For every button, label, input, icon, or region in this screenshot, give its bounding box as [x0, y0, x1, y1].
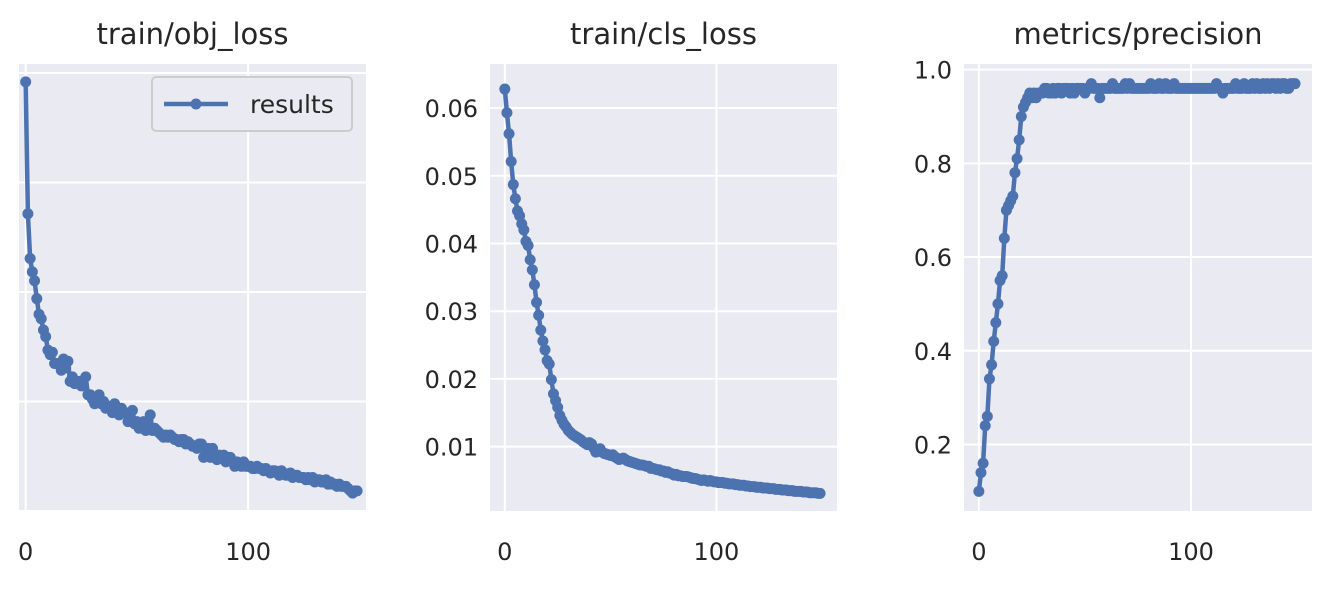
data-point: [543, 358, 555, 370]
data-point: [35, 313, 47, 325]
y-tick-label: 0.05: [425, 163, 478, 191]
data-point: [535, 324, 547, 336]
data-point: [981, 410, 993, 422]
subplot-cls-loss: 0 100 0.01 0.02 0.03 0.04 0.05 0.06 train/cls_l…: [425, 17, 837, 566]
data-point: [501, 107, 513, 119]
y-tick-label: 0.8: [914, 150, 952, 178]
data-point: [531, 296, 543, 308]
chart-title: train/cls_loss: [570, 17, 757, 51]
data-point: [509, 193, 521, 205]
data-point: [522, 240, 534, 252]
y-tick-label: 0.2: [914, 431, 952, 459]
plot-area: [490, 64, 837, 511]
data-point: [20, 76, 32, 88]
data-point: [524, 254, 536, 266]
data-point: [1007, 190, 1019, 202]
data-point: [507, 179, 519, 191]
data-point: [207, 442, 219, 454]
ticks: 0 100 0.01 0.02 0.03 0.04 0.05 0.06: [425, 95, 740, 566]
data-point: [973, 485, 985, 497]
data-point: [144, 409, 156, 421]
data-point: [62, 355, 74, 367]
data-point: [351, 485, 363, 497]
data-point: [22, 208, 34, 220]
data-point: [814, 487, 826, 499]
data-point: [1289, 78, 1301, 90]
legend-dot-marker: [190, 98, 202, 110]
data-point: [126, 404, 138, 416]
data-point: [1094, 92, 1106, 104]
data-point: [24, 252, 36, 264]
chart-title: train/obj_loss: [97, 17, 289, 51]
y-tick-label: 0.06: [425, 95, 478, 123]
grid: [964, 64, 1312, 511]
data-point: [503, 128, 515, 140]
data-point: [78, 380, 90, 392]
y-tick-label: 0.04: [425, 230, 478, 258]
data-point: [528, 279, 540, 291]
x-tick-label: 0: [971, 538, 986, 566]
data-point: [537, 335, 549, 347]
data-point: [26, 266, 38, 278]
ticks: 0 100: [18, 538, 271, 566]
data-point: [998, 232, 1010, 244]
series: [20, 76, 363, 499]
ticks: 0 100 0.2 0.4 0.6 0.8 1.0: [914, 57, 1214, 566]
data-point: [979, 420, 991, 432]
data-point: [505, 156, 517, 168]
data-point: [46, 346, 58, 358]
data-point: [533, 309, 545, 321]
x-tick-label: 100: [225, 538, 271, 566]
x-tick-label: 100: [1168, 538, 1214, 566]
data-point: [988, 335, 1000, 347]
chart-title: metrics/precision: [1013, 17, 1262, 51]
data-point: [1009, 167, 1021, 179]
data-point: [975, 467, 987, 479]
data-point: [983, 373, 995, 385]
y-tick-label: 0.03: [425, 298, 478, 326]
y-tick-label: 1.0: [914, 57, 952, 85]
x-tick-label: 0: [497, 538, 512, 566]
data-point: [990, 317, 1002, 329]
data-point: [499, 83, 511, 95]
data-point: [80, 371, 92, 383]
data-point: [526, 264, 538, 276]
data-point: [518, 224, 530, 236]
data-point: [977, 457, 989, 469]
y-tick-label: 0.02: [425, 366, 478, 394]
data-point: [40, 331, 52, 343]
data-point: [1015, 110, 1027, 122]
series: [499, 83, 826, 499]
data-point: [1011, 153, 1023, 165]
legend-label: results: [250, 90, 334, 119]
plot-area: [19, 64, 366, 511]
y-tick-label: 0.4: [914, 338, 952, 366]
legend: results: [151, 76, 353, 132]
subplot-obj-loss: 0 100 train/obj_loss results: [18, 17, 366, 566]
series: [973, 78, 1301, 497]
x-tick-label: 0: [18, 538, 33, 566]
grid: [490, 64, 837, 511]
data-point: [1013, 134, 1025, 146]
data-point: [29, 275, 41, 287]
x-tick-label: 100: [693, 538, 739, 566]
y-tick-label: 0.01: [425, 434, 478, 462]
data-point: [31, 293, 43, 305]
data-point: [545, 374, 557, 386]
legend-box: [151, 76, 353, 132]
data-point: [992, 298, 1004, 310]
data-point: [996, 270, 1008, 282]
y-tick-label: 0.6: [914, 244, 952, 272]
subplot-precision: 0 100 0.2 0.4 0.6 0.8 1.0 metrics/precision: [914, 17, 1312, 566]
data-point: [986, 359, 998, 371]
data-point: [539, 344, 551, 356]
